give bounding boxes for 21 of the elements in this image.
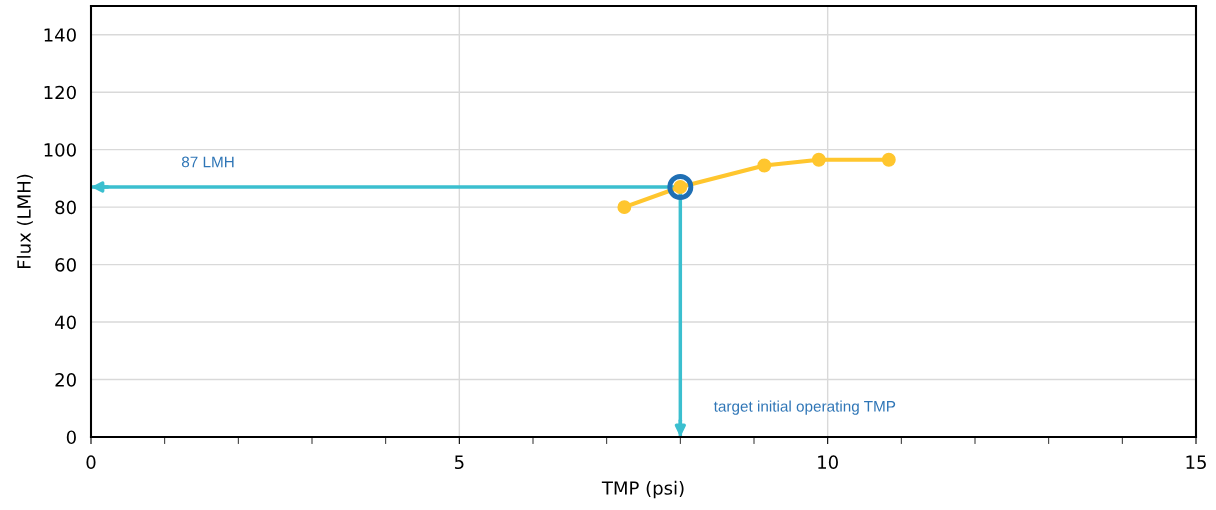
- y-tick-label: 140: [44, 28, 76, 42]
- point: [757, 158, 772, 173]
- y-tick-label: 60: [55, 258, 76, 272]
- y-tick-label: 40: [55, 315, 76, 330]
- ref-line-label: 87 LMH: [181, 156, 234, 168]
- y-tick-label: 120: [44, 85, 76, 100]
- y-axis-title: Flux (LMH): [16, 174, 33, 269]
- x-axis-title: TMP (psi): [601, 480, 684, 499]
- point: [617, 200, 632, 215]
- y-tick-label: 0: [66, 430, 76, 445]
- x-tick-label: 15: [1186, 455, 1206, 470]
- point: [811, 152, 826, 167]
- x-tick-label: 5: [454, 455, 464, 470]
- y-tick-label: 80: [55, 200, 76, 215]
- point: [667, 174, 694, 200]
- ref-line-label: target initial operating TMP: [713, 400, 896, 415]
- y-tick-label: 100: [44, 143, 76, 157]
- x-tick-label: 0: [86, 455, 96, 470]
- y-tick-label: 20: [55, 372, 76, 387]
- point: [881, 152, 896, 167]
- x-tick-label: 10: [818, 455, 838, 470]
